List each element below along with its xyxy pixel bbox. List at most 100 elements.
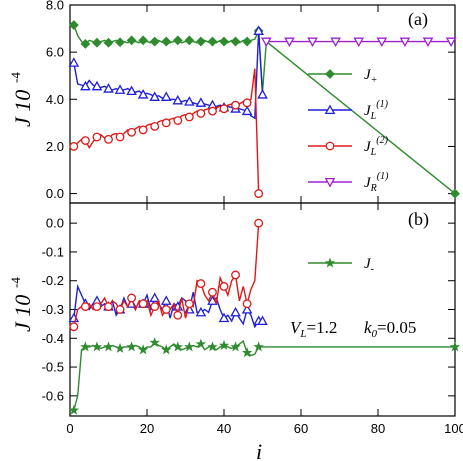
data-point bbox=[195, 338, 207, 349]
data-point bbox=[172, 35, 183, 46]
data-point bbox=[138, 35, 149, 46]
legend-label: JL(1) bbox=[364, 99, 389, 122]
series-markers bbox=[261, 37, 457, 48]
data-point bbox=[195, 97, 207, 107]
legend-label: J+ bbox=[364, 67, 377, 86]
data-point bbox=[92, 302, 102, 312]
data-point bbox=[161, 118, 171, 128]
x-tick-label: 0 bbox=[66, 421, 73, 436]
panel-b-ytick-label: -0.6 bbox=[42, 388, 64, 403]
data-point bbox=[173, 310, 183, 320]
data-point bbox=[149, 292, 161, 302]
data-point bbox=[137, 89, 149, 99]
x-tick-label: 80 bbox=[371, 421, 385, 436]
panel-a-ytick-label: 0.0 bbox=[46, 186, 64, 201]
data-point bbox=[230, 306, 241, 317]
data-point bbox=[126, 35, 137, 46]
data-point bbox=[114, 342, 126, 353]
data-point bbox=[353, 37, 365, 48]
data-point bbox=[161, 344, 172, 355]
panel-a-ytick-label: 8.0 bbox=[46, 0, 64, 13]
data-point bbox=[330, 37, 341, 48]
legend-label: JR(1) bbox=[364, 171, 389, 194]
data-point bbox=[230, 341, 241, 352]
data-point bbox=[114, 84, 126, 94]
data-point bbox=[184, 341, 195, 352]
data-point bbox=[208, 287, 217, 297]
panel-a-ytick-label: 4.0 bbox=[46, 92, 64, 107]
panel-a-label: (a) bbox=[408, 9, 428, 30]
data-point bbox=[422, 37, 434, 48]
data-point bbox=[231, 270, 240, 280]
x-tick-label: 100 bbox=[444, 421, 463, 436]
panel-a-ytick-label: 6.0 bbox=[46, 45, 64, 60]
data-point bbox=[69, 141, 79, 151]
legend-marker bbox=[324, 104, 336, 115]
data-point bbox=[80, 302, 90, 312]
data-point bbox=[91, 80, 103, 91]
annotation-vl: VL=1.2 bbox=[290, 318, 337, 340]
data-point bbox=[80, 341, 91, 352]
panel-a-ytick-label: 2.0 bbox=[46, 139, 64, 154]
data-point bbox=[242, 98, 252, 108]
data-point bbox=[68, 57, 80, 67]
legend-marker bbox=[324, 177, 336, 188]
data-point bbox=[184, 35, 195, 46]
data-point bbox=[219, 36, 229, 47]
x-axis-title: i bbox=[256, 439, 262, 461]
panel-b-ytick-label: 0.0 bbox=[46, 216, 64, 231]
data-point bbox=[149, 91, 161, 101]
data-point bbox=[126, 85, 137, 96]
panel-b-legend: J- bbox=[308, 256, 374, 275]
data-point bbox=[138, 125, 148, 135]
data-point bbox=[69, 322, 79, 332]
panel-b-ytick-label: -0.2 bbox=[42, 273, 64, 288]
panel-b-ytick-label: -0.1 bbox=[42, 244, 64, 259]
data-point bbox=[91, 341, 103, 352]
data-point bbox=[257, 315, 268, 326]
series-markers bbox=[68, 20, 460, 199]
data-point bbox=[399, 37, 411, 48]
data-point bbox=[115, 37, 125, 48]
data-point bbox=[161, 36, 172, 47]
data-point bbox=[257, 89, 268, 99]
series-line bbox=[73, 340, 455, 411]
data-point bbox=[449, 341, 461, 352]
data-point bbox=[241, 105, 253, 116]
panel-b-ylabel: J 10 -4 bbox=[8, 277, 35, 332]
data-point bbox=[160, 295, 172, 305]
data-point bbox=[103, 37, 114, 48]
data-point bbox=[126, 341, 137, 352]
data-point bbox=[219, 104, 229, 114]
data-point bbox=[307, 37, 318, 48]
data-point bbox=[231, 100, 240, 110]
data-point bbox=[254, 189, 264, 199]
data-point bbox=[115, 132, 125, 142]
data-point bbox=[127, 127, 137, 137]
data-point bbox=[253, 25, 264, 35]
data-point bbox=[195, 36, 206, 47]
data-point bbox=[149, 36, 160, 47]
data-point bbox=[254, 218, 264, 228]
data-point bbox=[103, 83, 114, 93]
data-point bbox=[80, 80, 91, 91]
legend-marker bbox=[324, 257, 336, 268]
data-point bbox=[160, 91, 172, 101]
legend-label: J- bbox=[364, 256, 374, 275]
data-point bbox=[196, 279, 206, 289]
legend-label: JL(2) bbox=[364, 135, 389, 158]
data-point bbox=[284, 37, 295, 48]
panel-b-ytick-label: -0.4 bbox=[42, 331, 64, 346]
data-point bbox=[376, 37, 388, 48]
panel-b-series bbox=[68, 218, 461, 415]
legend-marker bbox=[325, 69, 335, 79]
data-point bbox=[173, 116, 183, 125]
panel-a: 0.0 2.0 4.0 6.0 8.0 (a) J+ JL(1) JL(2) JR(1) J … bbox=[8, 0, 460, 204]
data-point bbox=[127, 293, 137, 303]
panel-b-ticks: -0.6 -0.5 -0.4 -0.3 -0.2 -0.1 0.0 0 20 40 60 80 100 bbox=[42, 203, 463, 436]
data-point bbox=[195, 306, 207, 317]
data-point bbox=[138, 299, 148, 309]
panel-a-ylabel-exp: -4 bbox=[8, 72, 23, 83]
data-point bbox=[149, 337, 160, 348]
